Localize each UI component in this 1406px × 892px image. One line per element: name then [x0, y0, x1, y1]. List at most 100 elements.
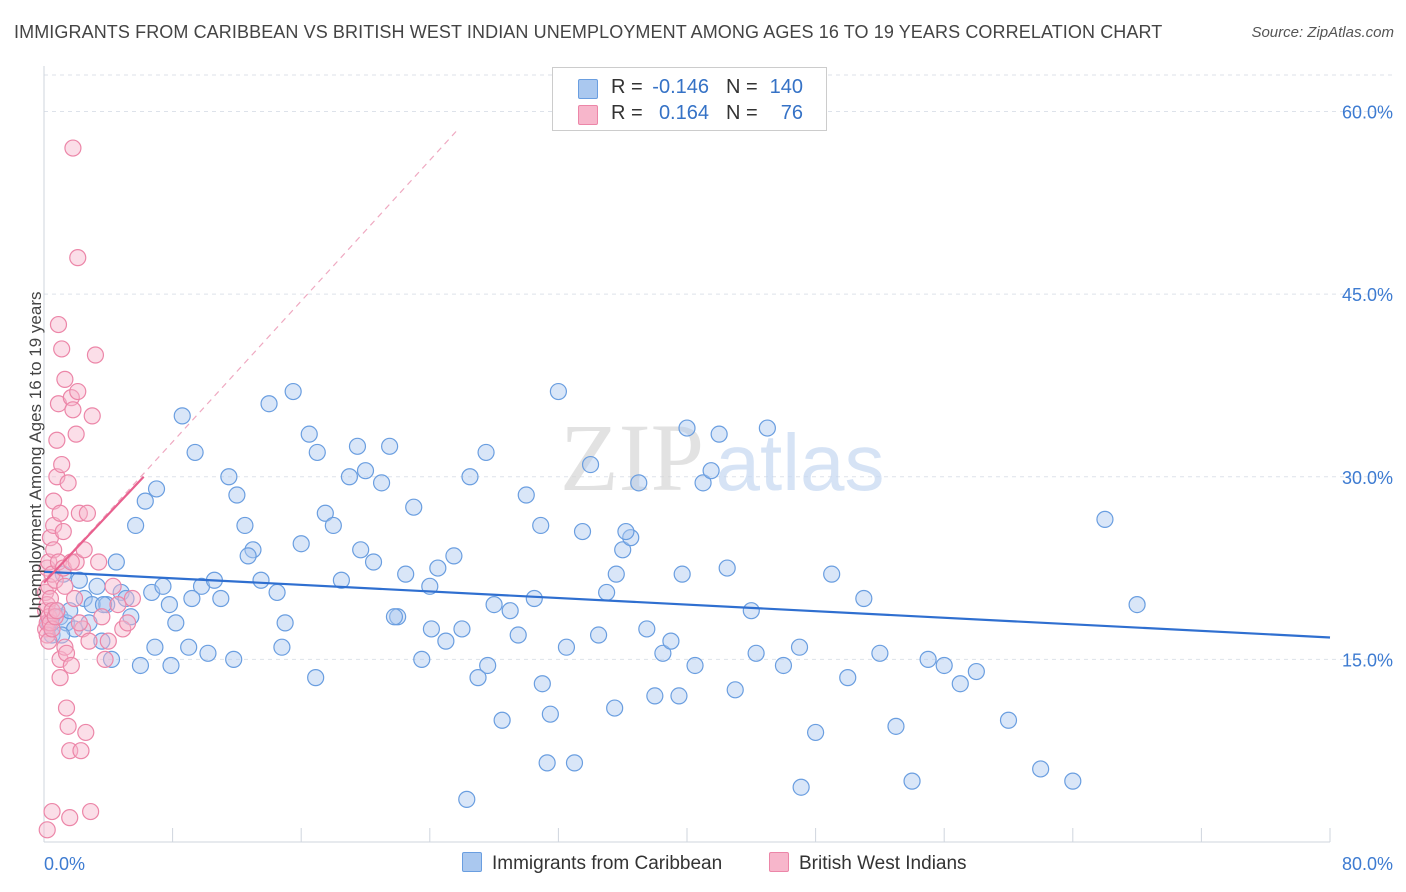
caribbean-trend-line [43, 570, 1331, 639]
series-caribbean-points [40, 382, 1146, 808]
legend-n-value: 76 [780, 102, 803, 124]
caribbean-point [589, 626, 608, 644]
caribbean-point [385, 608, 404, 626]
caribbean-point [710, 425, 728, 443]
caribbean-point [673, 565, 691, 583]
caribbean-point [381, 437, 399, 455]
caribbean-point [573, 522, 592, 541]
bwi-point [96, 650, 114, 668]
tick-labels: 15.0% 30.0% 45.0% 60.0% 0.0% 80.0% [44, 103, 1393, 874]
legend-row-bwi: R = 0.164 N = 76 [553, 102, 826, 126]
caribbean-point [273, 638, 291, 656]
y-tick-label: 45.0% [1342, 285, 1393, 305]
caribbean-point [538, 754, 556, 772]
bwi-point [56, 577, 74, 595]
caribbean-point [364, 553, 383, 571]
bwi-point [62, 553, 80, 571]
caribbean-point [308, 443, 326, 462]
caribbean-point [239, 547, 257, 565]
caribbean-point [747, 644, 765, 662]
caribbean-point [445, 547, 463, 565]
caribbean-point [967, 662, 985, 681]
caribbean-point [1096, 510, 1114, 528]
caribbean-point [823, 565, 841, 583]
caribbean-point [951, 675, 969, 693]
bwi-point [64, 139, 82, 157]
caribbean-point [718, 559, 736, 577]
caribbean-point [477, 443, 495, 462]
bwi-point [93, 608, 111, 626]
bwi-point [90, 553, 108, 571]
caribbean-point [541, 705, 559, 723]
caribbean-point [136, 492, 154, 510]
caribbean-point [678, 419, 696, 437]
caribbean-point [509, 626, 527, 644]
caribbean-point [453, 620, 471, 638]
bwi-point [69, 382, 87, 401]
bwi-point [51, 504, 69, 522]
caribbean-point [469, 669, 487, 687]
bwi-point [72, 742, 90, 760]
caribbean-point [167, 614, 185, 632]
y-tick-label: 30.0% [1342, 468, 1393, 488]
bwi-point [75, 541, 93, 559]
bwi-point [48, 431, 66, 449]
caribbean-point [107, 553, 125, 571]
bwi-point [86, 346, 105, 364]
caribbean-point [557, 638, 576, 656]
bwi-point [38, 821, 56, 839]
caribbean-point [260, 395, 278, 413]
caribbean-point [774, 656, 793, 675]
bwi-point [56, 370, 74, 388]
caribbean-point [348, 437, 367, 455]
caribbean-point [183, 589, 201, 608]
caribbean-point [88, 577, 106, 595]
legend-n-label: N = [726, 102, 758, 124]
caribbean-point [429, 559, 447, 577]
legend-item-caribbean: Immigrants from Caribbean [462, 852, 722, 875]
caribbean-point [630, 474, 648, 492]
caribbean-point [670, 687, 688, 705]
caribbean-point [292, 535, 310, 553]
caribbean-point [806, 723, 825, 742]
caribbean-point [236, 516, 254, 535]
trend-lines [43, 128, 1331, 639]
bwi-point [59, 474, 77, 492]
caribbean-point [686, 656, 704, 675]
caribbean-point [903, 772, 921, 790]
y-tick-label: 15.0% [1342, 650, 1393, 670]
watermark-atlas: atlas [716, 418, 885, 507]
caribbean-point [999, 711, 1018, 729]
caribbean-point [581, 455, 600, 474]
caribbean-point [146, 638, 164, 656]
legend-r-value: -0.146 [652, 76, 709, 98]
caribbean-point [220, 468, 238, 486]
legend-n-value: 140 [769, 76, 803, 98]
correlation-legend: R = -0.146 N = 140 R = 0.164 N = 76 [552, 67, 827, 131]
caribbean-point [839, 669, 857, 687]
caribbean-point [147, 480, 166, 498]
caribbean-point [252, 571, 270, 589]
bwi-point [64, 401, 82, 419]
caribbean-point [324, 516, 342, 535]
legend-r-label: R = [611, 76, 643, 98]
bwi-point [56, 638, 74, 656]
caribbean-point [606, 699, 624, 717]
caribbean-point [268, 583, 286, 602]
legend-n-label: N = [726, 76, 758, 98]
bwi-point [80, 632, 98, 650]
bwi-point [62, 656, 80, 675]
caribbean-point [212, 589, 230, 608]
series-bwi-points [37, 139, 142, 839]
bwi-point [69, 249, 87, 267]
caribbean-point [935, 656, 953, 675]
caribbean-point [1128, 595, 1146, 614]
caribbean-point [162, 656, 180, 675]
caribbean-point [461, 468, 479, 486]
caribbean-point [855, 589, 873, 608]
y-axis-label: Unemployment Among Ages 16 to 19 years [26, 291, 45, 619]
caribbean-point [479, 656, 497, 675]
bwi-point [67, 553, 85, 571]
caribbean-point [654, 644, 672, 662]
